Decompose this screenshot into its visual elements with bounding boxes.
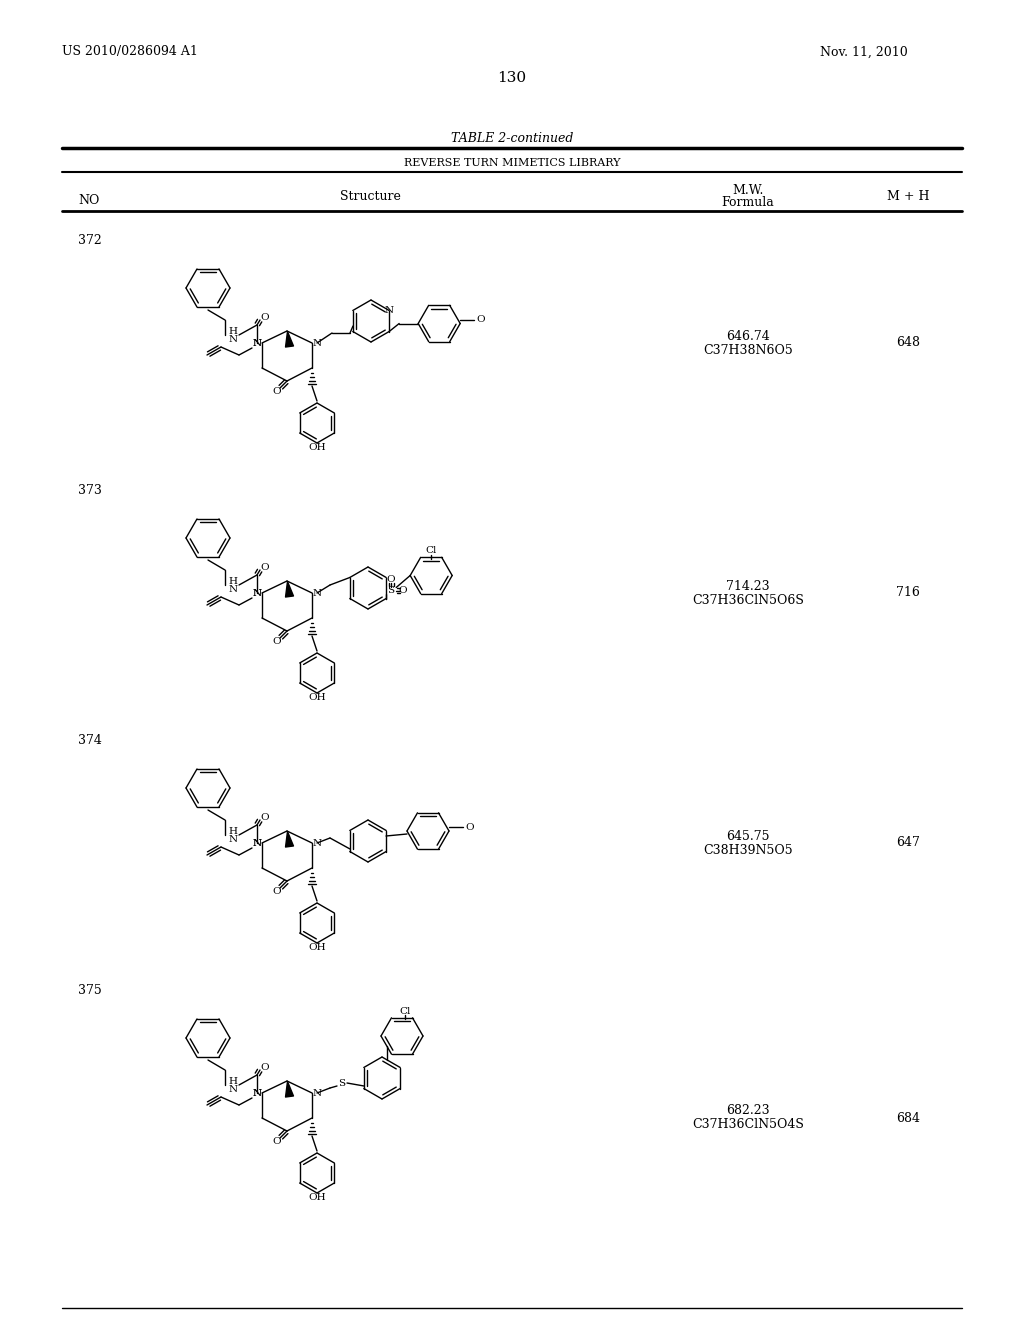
Text: N: N — [253, 338, 261, 347]
Text: 714.23: 714.23 — [726, 579, 770, 593]
Text: 648: 648 — [896, 337, 920, 350]
Text: NO: NO — [78, 194, 99, 206]
Text: M + H: M + H — [887, 190, 929, 203]
Text: TABLE 2-continued: TABLE 2-continued — [451, 132, 573, 144]
Text: C37H36ClN5O6S: C37H36ClN5O6S — [692, 594, 804, 606]
Text: O: O — [399, 586, 408, 595]
Text: N: N — [253, 1089, 261, 1097]
Text: N: N — [253, 838, 261, 847]
Text: S: S — [388, 586, 394, 595]
Text: Cl: Cl — [399, 1006, 411, 1015]
Text: 372: 372 — [78, 234, 101, 247]
Text: 682.23: 682.23 — [726, 1105, 770, 1118]
Text: O: O — [261, 1063, 269, 1072]
Text: H: H — [228, 578, 238, 586]
Text: O: O — [272, 1137, 282, 1146]
Text: O: O — [261, 313, 269, 322]
Text: Formula: Formula — [722, 195, 774, 209]
Text: Structure: Structure — [340, 190, 400, 202]
Text: 374: 374 — [78, 734, 101, 747]
Text: Nov. 11, 2010: Nov. 11, 2010 — [820, 45, 907, 58]
Text: OH: OH — [308, 1192, 326, 1201]
Text: 646.74: 646.74 — [726, 330, 770, 342]
Text: OH: OH — [308, 693, 326, 701]
Text: 373: 373 — [78, 483, 101, 496]
Text: N: N — [253, 589, 261, 598]
Text: H: H — [228, 828, 238, 837]
Text: N: N — [228, 335, 238, 345]
Text: 684: 684 — [896, 1111, 920, 1125]
Text: N: N — [385, 306, 394, 315]
Text: O: O — [477, 315, 485, 323]
Text: N: N — [312, 1089, 322, 1097]
Text: 375: 375 — [78, 983, 101, 997]
Text: M.W.: M.W. — [732, 185, 764, 198]
Text: O: O — [272, 887, 282, 895]
Text: H: H — [228, 327, 238, 337]
Text: O: O — [261, 813, 269, 821]
Text: C38H39N5O5: C38H39N5O5 — [703, 843, 793, 857]
Text: O: O — [466, 822, 474, 832]
Text: 716: 716 — [896, 586, 920, 599]
Text: O: O — [272, 387, 282, 396]
Text: N: N — [253, 589, 261, 598]
Text: N: N — [228, 836, 238, 845]
Text: OH: OH — [308, 442, 326, 451]
Text: O: O — [272, 636, 282, 645]
Text: N: N — [253, 1089, 261, 1097]
Text: S: S — [339, 1078, 345, 1088]
Text: N: N — [312, 338, 322, 347]
Text: C37H38N6O5: C37H38N6O5 — [703, 343, 793, 356]
Text: 647: 647 — [896, 837, 920, 850]
Text: US 2010/0286094 A1: US 2010/0286094 A1 — [62, 45, 198, 58]
Text: Cl: Cl — [426, 546, 437, 554]
Text: O: O — [387, 576, 395, 583]
Text: N: N — [312, 838, 322, 847]
Text: N: N — [228, 1085, 238, 1094]
Text: OH: OH — [308, 942, 326, 952]
Text: C37H36ClN5O4S: C37H36ClN5O4S — [692, 1118, 804, 1131]
Text: N: N — [253, 338, 261, 347]
Text: N: N — [253, 838, 261, 847]
Text: REVERSE TURN MIMETICS LIBRARY: REVERSE TURN MIMETICS LIBRARY — [403, 158, 621, 168]
Text: O: O — [261, 562, 269, 572]
Text: N: N — [228, 586, 238, 594]
Text: 645.75: 645.75 — [726, 829, 770, 842]
Text: H: H — [228, 1077, 238, 1086]
Text: N: N — [312, 589, 322, 598]
Text: 130: 130 — [498, 71, 526, 84]
